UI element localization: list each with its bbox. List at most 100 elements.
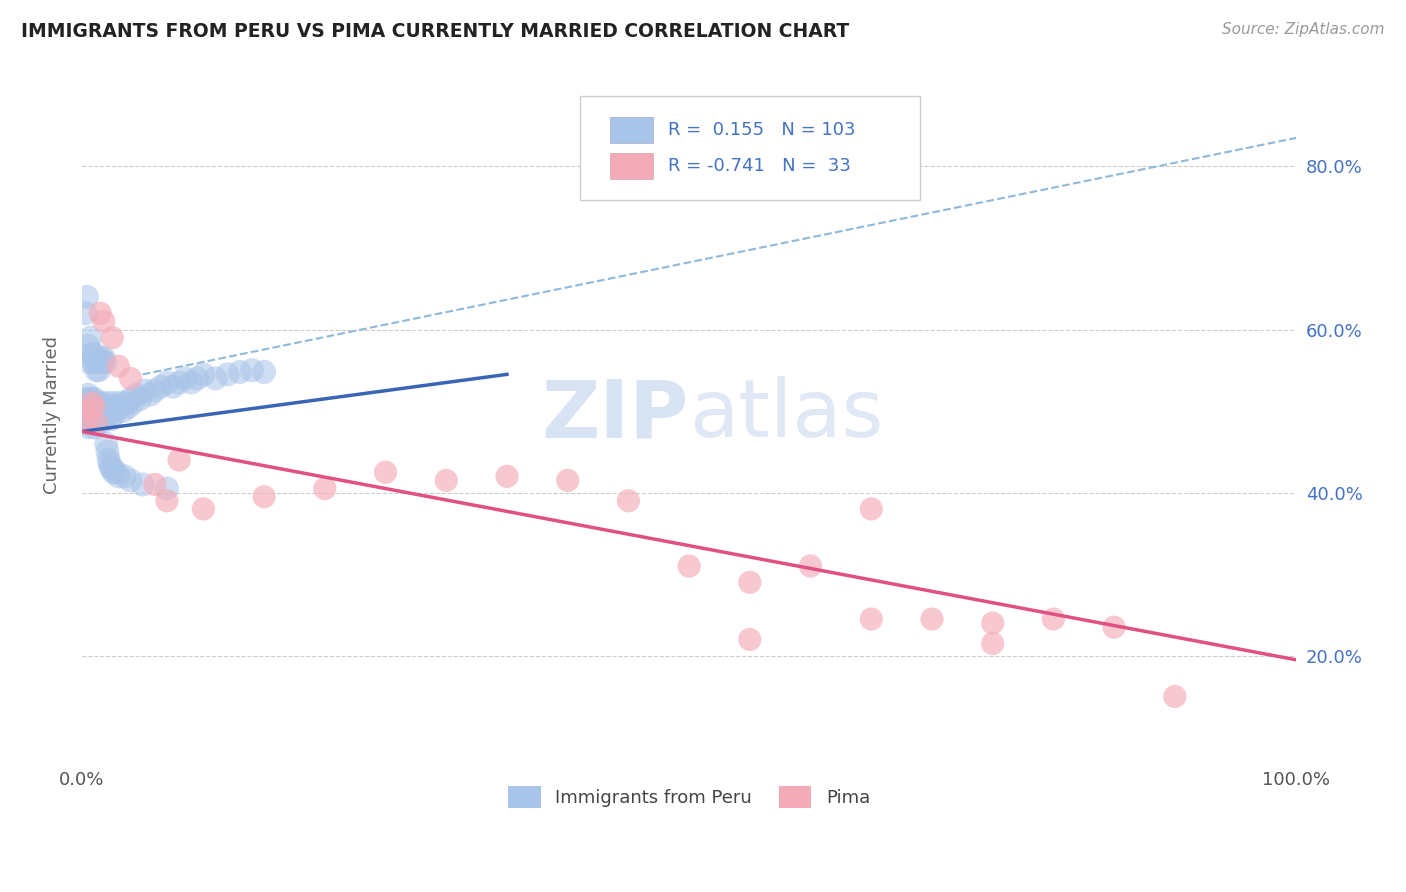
Point	[83, 400, 105, 414]
Point	[860, 612, 883, 626]
Point	[87, 400, 110, 414]
Point	[76, 400, 98, 414]
Point	[89, 404, 111, 418]
FancyBboxPatch shape	[610, 117, 652, 144]
Point	[107, 359, 129, 374]
Point	[89, 417, 111, 431]
FancyBboxPatch shape	[579, 96, 920, 200]
Point	[73, 404, 96, 418]
Point	[90, 396, 112, 410]
Point	[120, 371, 142, 385]
Point	[100, 461, 122, 475]
Text: R = -0.741   N =  33: R = -0.741 N = 33	[668, 157, 852, 175]
Point	[79, 331, 101, 345]
Point	[131, 477, 153, 491]
Point	[84, 355, 107, 369]
Point	[1042, 612, 1064, 626]
Point	[103, 408, 125, 422]
Text: IMMIGRANTS FROM PERU VS PIMA CURRENTLY MARRIED CORRELATION CHART: IMMIGRANTS FROM PERU VS PIMA CURRENTLY M…	[21, 22, 849, 41]
Point	[75, 396, 97, 410]
Point	[496, 469, 519, 483]
Point	[76, 408, 98, 422]
Point	[1102, 620, 1125, 634]
Point	[96, 445, 118, 459]
Point	[94, 355, 117, 369]
Point	[374, 465, 396, 479]
Point	[86, 417, 108, 431]
Point	[120, 392, 142, 406]
Point	[75, 417, 97, 431]
Point	[156, 376, 179, 390]
Point	[799, 559, 821, 574]
Point	[193, 502, 215, 516]
Point	[93, 400, 115, 414]
Point	[156, 493, 179, 508]
Point	[100, 412, 122, 426]
Point	[77, 404, 100, 418]
Point	[83, 392, 105, 406]
Point	[143, 384, 166, 398]
Point	[101, 331, 124, 345]
Point	[84, 400, 107, 414]
Point	[1164, 690, 1187, 704]
Point	[77, 420, 100, 434]
Point	[738, 632, 761, 647]
Point	[93, 314, 115, 328]
Y-axis label: Currently Married: Currently Married	[44, 336, 60, 494]
Text: Source: ZipAtlas.com: Source: ZipAtlas.com	[1222, 22, 1385, 37]
Point	[79, 396, 101, 410]
Point	[91, 355, 114, 369]
Point	[98, 457, 121, 471]
Point	[80, 417, 103, 431]
Point	[75, 404, 97, 418]
Point	[87, 412, 110, 426]
Point	[87, 408, 110, 422]
Point	[193, 368, 215, 382]
Point	[122, 396, 145, 410]
Point	[82, 408, 104, 422]
Point	[97, 408, 120, 422]
Point	[96, 404, 118, 418]
Point	[860, 502, 883, 516]
Point	[101, 461, 124, 475]
Point	[98, 400, 121, 414]
Point	[96, 436, 118, 450]
Point	[83, 347, 105, 361]
Point	[981, 616, 1004, 631]
Point	[83, 404, 105, 418]
Point	[84, 412, 107, 426]
Point	[921, 612, 943, 626]
Point	[87, 363, 110, 377]
Point	[104, 396, 127, 410]
Point	[738, 575, 761, 590]
Point	[87, 355, 110, 369]
Point	[104, 465, 127, 479]
Point	[114, 469, 136, 483]
Point	[83, 420, 105, 434]
Point	[76, 392, 98, 406]
FancyBboxPatch shape	[610, 153, 652, 179]
Point	[981, 636, 1004, 650]
Point	[97, 453, 120, 467]
Point	[93, 351, 115, 365]
Point	[75, 306, 97, 320]
Point	[253, 490, 276, 504]
Point	[86, 396, 108, 410]
Point	[80, 347, 103, 361]
Point	[253, 365, 276, 379]
Point	[77, 339, 100, 353]
Point	[314, 482, 336, 496]
Point	[82, 355, 104, 369]
Point	[87, 396, 110, 410]
Point	[229, 365, 252, 379]
Point	[77, 412, 100, 426]
Point	[117, 400, 139, 414]
Point	[107, 469, 129, 483]
Point	[149, 379, 172, 393]
Point	[125, 388, 148, 402]
Point	[217, 368, 239, 382]
Point	[77, 392, 100, 406]
Text: R =  0.155   N = 103: R = 0.155 N = 103	[668, 121, 856, 139]
Point	[77, 388, 100, 402]
Point	[77, 396, 100, 410]
